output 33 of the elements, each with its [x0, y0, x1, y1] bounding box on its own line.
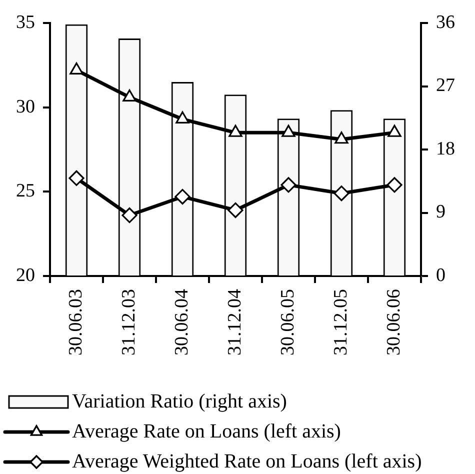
y-tick-label: 30 — [16, 96, 35, 118]
x-tick-label: 31.12.05 — [330, 289, 352, 356]
point — [280, 177, 296, 193]
y-tick-label: 20 — [16, 264, 35, 286]
y-tick-label: 25 — [16, 180, 35, 202]
y2-tick-label: 36 — [436, 12, 455, 33]
point — [334, 186, 350, 202]
x-tick-label: 31.12.04 — [224, 288, 246, 356]
point — [334, 132, 348, 144]
point — [176, 111, 190, 124]
x-tick-label: 30.06.05 — [277, 289, 298, 356]
legend-label: Average Weighted Rate on Loans (left axis) — [72, 450, 422, 472]
point — [228, 202, 244, 218]
y2-tick-label: 0 — [436, 264, 446, 286]
legend-label: Variation Ratio (right axis) — [72, 390, 287, 412]
x-tick-label: 30.06.06 — [383, 289, 404, 356]
point — [68, 170, 84, 186]
y2-tick-label: 9 — [436, 202, 446, 223]
point — [174, 188, 190, 205]
x-tick-label: 30.06.04 — [171, 288, 192, 356]
point — [122, 207, 138, 224]
point — [388, 124, 402, 137]
x-tick-label: 31.12.03 — [118, 289, 140, 356]
point — [70, 62, 84, 75]
point — [386, 177, 402, 193]
point — [122, 89, 136, 102]
y2-tick-label: 18 — [436, 138, 455, 160]
point — [282, 124, 296, 137]
y-tick-label: 35 — [16, 12, 35, 33]
y2-tick-label: 27 — [436, 75, 455, 96]
legend-label: Average Rate on Loans (left axis) — [72, 420, 341, 442]
x-tick-label: 30.06.03 — [65, 289, 86, 356]
point — [228, 124, 242, 137]
